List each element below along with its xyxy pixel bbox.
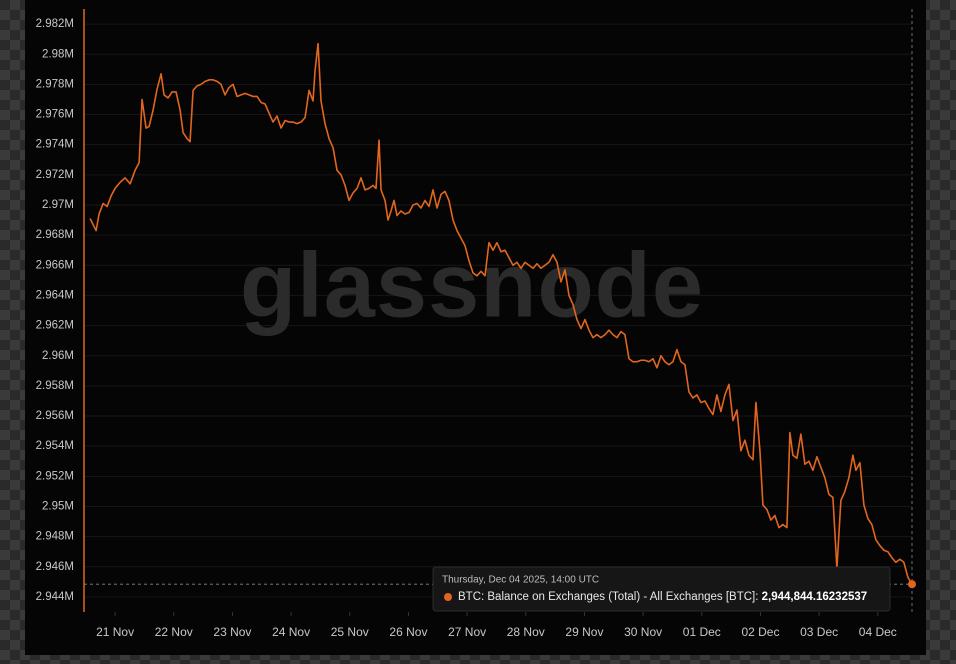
y-tick-label: 2.972M (36, 169, 74, 181)
x-tick-label: 03 Dec (800, 625, 838, 639)
y-tick-label: 2.96M (42, 350, 74, 362)
tooltip-swatch (444, 593, 452, 601)
x-tick-label: 21 Nov (96, 625, 134, 639)
y-tick-label: 2.944M (36, 591, 74, 603)
hover-point (908, 580, 916, 589)
y-tick-label: 2.948M (36, 531, 74, 543)
y-tick-label: 2.952M (36, 470, 74, 482)
x-tick-label: 29 Nov (565, 625, 603, 639)
series-line (89, 42, 913, 585)
y-tick-label: 2.978M (36, 78, 74, 90)
y-tick-label: 2.958M (36, 380, 74, 392)
chart-panel (25, 0, 926, 655)
y-tick-label: 2.954M (36, 440, 74, 452)
tooltip-value: 2,944,844.16232537 (762, 591, 868, 603)
y-tick-label: 2.982M (36, 18, 74, 30)
x-tick-label: 28 Nov (507, 625, 545, 639)
x-tick-label: 22 Nov (155, 625, 193, 639)
tooltip-series: BTC: Balance on Exchanges (Total) - All … (458, 591, 758, 603)
tooltip-box (432, 566, 891, 612)
y-tick-label: 2.962M (36, 320, 74, 332)
y-tick-label: 2.95M (42, 501, 74, 513)
tooltip: Thursday, Dec 04 2025, 14:00 UTC BTC: Ba… (432, 566, 891, 612)
x-tick-label: 02 Dec (741, 625, 779, 639)
y-tick-label: 2.974M (36, 139, 74, 151)
tooltip-date: Thursday, Dec 04 2025, 14:00 UTC (442, 575, 599, 586)
x-tick-label: 26 Nov (389, 625, 427, 639)
y-tick-label: 2.98M (42, 48, 74, 60)
y-tick-label: 2.976M (36, 109, 74, 121)
x-tick-label: 24 Nov (272, 625, 310, 639)
x-tick-label: 04 Dec (859, 625, 897, 639)
watermark: glassnode (240, 234, 704, 336)
tooltip-text: BTC: Balance on Exchanges (Total) - All … (458, 591, 867, 603)
x-tick-label: 27 Nov (448, 625, 486, 639)
x-tick-label: 30 Nov (624, 625, 662, 639)
x-tick-label: 23 Nov (213, 625, 251, 639)
y-tick-label: 2.97M (42, 199, 74, 211)
x-tick-label: 01 Dec (683, 625, 721, 639)
y-tick-label: 2.968M (36, 229, 74, 241)
y-tick-label: 2.966M (36, 259, 74, 271)
y-tick-label: 2.964M (36, 289, 74, 301)
y-tick-label: 2.956M (36, 410, 74, 422)
x-tick-label: 25 Nov (331, 625, 369, 639)
y-tick-label: 2.946M (36, 561, 74, 573)
